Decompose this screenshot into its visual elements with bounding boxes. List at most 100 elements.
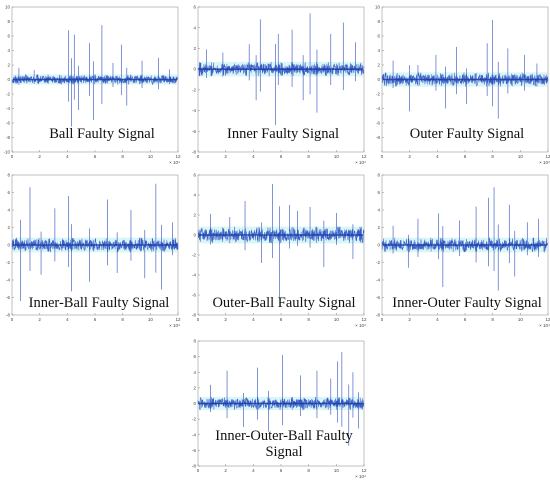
y-tick-label: 2 — [193, 46, 196, 51]
x-tick-label: 8 — [121, 317, 124, 322]
signal-baseline — [197, 396, 365, 411]
y-tick-label: 6 — [377, 34, 380, 39]
y-tick-label: 8 — [7, 19, 10, 24]
y-tick-label: 6 — [193, 173, 196, 178]
y-tick-label: -4 — [192, 108, 196, 113]
x-tick-label: 12 — [175, 154, 181, 159]
signal-baseline — [381, 237, 549, 253]
y-tick-label: 4 — [7, 208, 10, 213]
x-tick-label: 12 — [361, 154, 367, 159]
y-tick-label: 2 — [377, 63, 380, 68]
y-tick-label: -2 — [6, 260, 10, 265]
x-tick-label: 10 — [334, 468, 340, 473]
y-tick-label: -4 — [6, 106, 10, 111]
y-tick-label: -6 — [376, 295, 380, 300]
y-tick-label: 4 — [193, 193, 196, 198]
panel-title: Inner-Outer-Ball Faulty — [215, 428, 353, 444]
x-tick-label: 0 — [197, 468, 200, 473]
y-tick-label: -2 — [376, 260, 380, 265]
y-tick-label: -8 — [192, 313, 196, 318]
x-tick-label: 2 — [38, 317, 41, 322]
y-tick-label: 4 — [7, 48, 10, 53]
y-tick-label: 10 — [5, 5, 11, 10]
x-tick-label: 8 — [307, 154, 310, 159]
y-tick-label: 0 — [7, 243, 10, 248]
x-tick-label: 0 — [381, 317, 384, 322]
y-tick-label: 6 — [193, 354, 196, 359]
y-tick-label: -2 — [6, 92, 10, 97]
x-tick-label: 6 — [280, 468, 283, 473]
x-tick-label: 4 — [252, 468, 255, 473]
panel-title: Signal — [265, 444, 302, 460]
x-exponent-label: × 10⁴ — [355, 160, 366, 165]
y-tick-label: -8 — [192, 464, 196, 469]
x-exponent-label: × 10⁴ — [539, 323, 550, 328]
y-tick-label: 8 — [377, 173, 380, 178]
y-tick-label: 8 — [7, 173, 10, 178]
y-tick-label: -6 — [192, 293, 196, 298]
plot-area — [197, 6, 365, 153]
x-tick-label: 8 — [491, 154, 494, 159]
x-exponent-label: × 10⁴ — [169, 160, 180, 165]
y-tick-label: -8 — [192, 150, 196, 155]
y-tick-label: -8 — [6, 135, 10, 140]
x-tick-label: 6 — [464, 317, 467, 322]
x-tick-label: 4 — [66, 317, 69, 322]
x-tick-label: 12 — [361, 317, 367, 322]
y-tick-label: 4 — [377, 48, 380, 53]
x-tick-label: 2 — [38, 154, 41, 159]
y-tick-label: -6 — [376, 121, 380, 126]
x-tick-label: 0 — [197, 154, 200, 159]
panel-title: Outer Faulty Signal — [410, 126, 524, 142]
y-tick-label: 0 — [193, 233, 196, 238]
x-tick-label: 6 — [94, 154, 97, 159]
x-tick-label: 12 — [545, 154, 550, 159]
y-tick-label: -6 — [192, 448, 196, 453]
y-tick-label: -4 — [376, 106, 380, 111]
x-tick-label: 10 — [148, 154, 154, 159]
x-exponent-label: × 10⁴ — [539, 160, 550, 165]
y-tick-label: -2 — [192, 87, 196, 92]
y-tick-label: -6 — [6, 121, 10, 126]
x-exponent-label: × 10⁴ — [169, 323, 180, 328]
x-tick-label: 0 — [197, 317, 200, 322]
x-tick-label: 6 — [280, 154, 283, 159]
panel-title: Inner Faulty Signal — [227, 126, 339, 142]
x-tick-label: 4 — [66, 154, 69, 159]
y-tick-label: 2 — [193, 213, 196, 218]
y-tick-label: -2 — [376, 92, 380, 97]
y-tick-label: 4 — [377, 208, 380, 213]
y-tick-label: -8 — [376, 135, 380, 140]
y-tick-label: -8 — [6, 313, 10, 318]
y-tick-label: 10 — [375, 5, 381, 10]
panel-title: Outer-Ball Faulty Signal — [212, 295, 355, 311]
x-tick-label: 8 — [307, 468, 310, 473]
y-tick-label: -4 — [6, 278, 10, 283]
x-tick-label: 0 — [381, 154, 384, 159]
x-exponent-label: × 10⁴ — [355, 474, 366, 479]
x-tick-label: 4 — [252, 317, 255, 322]
y-tick-label: 4 — [193, 25, 196, 30]
y-tick-label: 2 — [193, 385, 196, 390]
x-tick-label: 2 — [224, 317, 227, 322]
x-tick-label: 12 — [175, 317, 181, 322]
x-tick-label: 12 — [361, 468, 367, 473]
y-tick-label: 8 — [377, 19, 380, 24]
x-exponent-label: × 10⁴ — [355, 323, 366, 328]
x-tick-label: 0 — [11, 154, 14, 159]
y-tick-label: 2 — [377, 225, 380, 230]
panel-title: Inner-Ball Faulty Signal — [29, 295, 170, 311]
x-tick-label: 12 — [545, 317, 550, 322]
y-tick-label: 0 — [193, 401, 196, 406]
y-tick-label: -6 — [192, 129, 196, 134]
y-tick-label: 0 — [377, 243, 380, 248]
x-tick-label: 6 — [464, 154, 467, 159]
y-tick-label: 0 — [193, 67, 196, 72]
x-tick-label: 10 — [334, 317, 340, 322]
